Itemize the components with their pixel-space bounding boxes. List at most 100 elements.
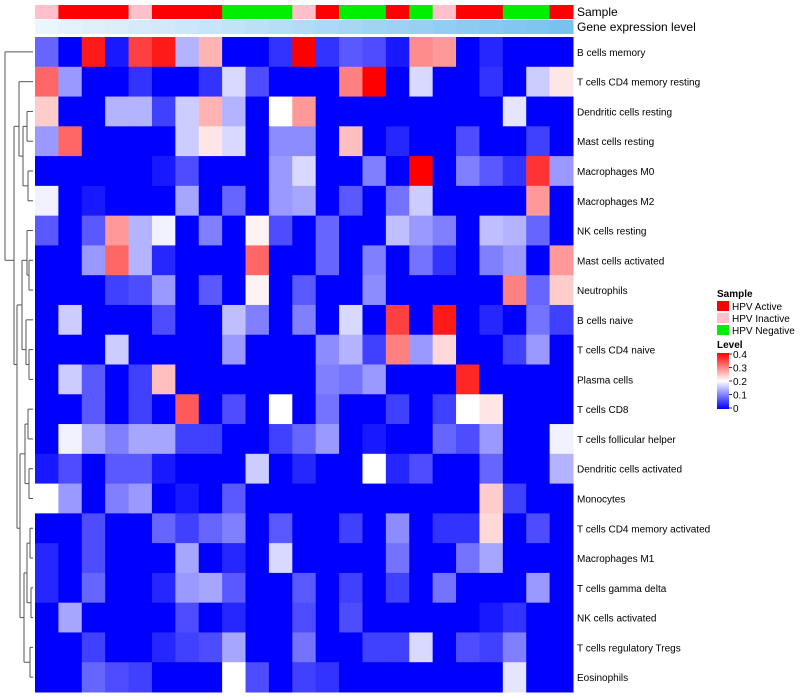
heatmap-cell <box>222 453 247 485</box>
heatmap-cell <box>151 156 176 187</box>
heatmap-cell <box>245 483 270 514</box>
heatmap-cell <box>362 364 387 395</box>
level-tick-label: 0.4 <box>733 350 747 361</box>
row-label: Eosinophils <box>577 673 628 684</box>
heatmap-cell <box>105 424 130 455</box>
heatmap-cell <box>292 66 317 98</box>
heatmap-cell <box>151 424 176 455</box>
heatmap-cell <box>268 66 293 98</box>
row-labels: B cells memory T cells CD4 memory resting… <box>577 48 710 684</box>
heatmap-cell <box>128 572 153 604</box>
sample-annotation-cell <box>58 5 83 19</box>
heatmap-cell <box>409 662 434 693</box>
heatmap-cell <box>549 453 574 485</box>
heatmap-cell <box>292 424 317 455</box>
sample-annotation-cell <box>268 5 293 19</box>
heatmap-cell <box>549 156 574 187</box>
sample-annotation-cell <box>362 5 387 19</box>
heatmap-cell <box>362 483 387 514</box>
level-tick-label: 0 <box>733 404 739 415</box>
heatmap-cell <box>292 364 317 395</box>
heatmap-cell <box>268 453 293 485</box>
row-label: T cells regulatory Tregs <box>577 643 681 654</box>
heatmap-cell <box>151 215 176 246</box>
heatmap-cell <box>58 453 83 485</box>
heatmap-cell <box>526 662 551 693</box>
sample-annotation-cell <box>35 5 59 19</box>
sample-legend-label: HPV Inactive <box>732 314 790 325</box>
heatmap-cell <box>35 275 59 306</box>
heatmap-cell <box>128 334 153 365</box>
heatmap-cell <box>385 453 410 485</box>
heatmap-cell <box>35 96 59 127</box>
heatmap-cell <box>81 245 106 276</box>
heatmap-cell <box>479 96 504 127</box>
row-label: Dendritic cells resting <box>577 107 672 118</box>
heatmap-cell <box>222 275 247 306</box>
heatmap-cell <box>549 513 574 544</box>
row-label: Neutrophils <box>577 286 628 297</box>
sample-annotation-cell <box>456 5 480 19</box>
heatmap-cell <box>456 245 480 276</box>
heatmap-cell <box>526 245 551 276</box>
heatmap-cell <box>549 662 574 693</box>
heatmap-cell <box>292 662 317 693</box>
sample-legend-label: HPV Negative <box>732 326 795 337</box>
heatmap-cell <box>549 364 574 395</box>
heatmap-cell <box>409 632 434 663</box>
heatmap-cell <box>502 96 527 127</box>
heatmap-cell <box>222 37 247 68</box>
sample-legend-label: HPV Active <box>732 302 782 313</box>
heatmap-cell <box>385 572 410 604</box>
heatmap-cell <box>315 572 340 604</box>
heatmap-cell <box>105 275 130 306</box>
heatmap-cell <box>526 215 551 246</box>
heatmap-cell <box>502 334 527 365</box>
heatmap-cell <box>549 66 574 98</box>
heatmap-cell <box>222 483 247 514</box>
heatmap-cell <box>385 483 410 514</box>
heatmap-cell <box>385 662 410 693</box>
heatmap-cell <box>198 126 223 157</box>
heatmap-cell <box>315 513 340 544</box>
heatmap-cell <box>81 334 106 365</box>
heatmap-cell <box>245 156 270 187</box>
heatmap-cell <box>456 126 480 157</box>
heatmap-cell <box>175 96 200 127</box>
heatmap-cell <box>245 602 270 633</box>
heatmap-cell <box>245 37 270 68</box>
heatmap-cell <box>339 632 363 663</box>
heatmap-cell <box>315 66 340 98</box>
heatmap-cell <box>128 453 153 485</box>
heatmap-cell <box>456 334 480 365</box>
heatmap-cell <box>526 424 551 455</box>
row-label: T cells CD4 memory activated <box>577 524 710 535</box>
heatmap-cell <box>105 364 130 395</box>
heatmap-cell <box>339 245 363 276</box>
heatmap-cell <box>35 304 59 336</box>
heatmap-cell <box>105 602 130 633</box>
heatmap-cell <box>128 513 153 544</box>
sample-legend-swatch <box>717 325 729 335</box>
gene-annotation-label: Gene expression level <box>577 20 696 34</box>
heatmap-cell <box>432 185 457 217</box>
heatmap-cell <box>526 602 551 633</box>
heatmap-cell <box>549 215 574 246</box>
heatmap-cell <box>385 96 410 127</box>
heatmap-cell <box>526 364 551 395</box>
heatmap-cell <box>526 304 551 336</box>
heatmap-cell <box>175 513 200 544</box>
heatmap-cell <box>268 572 293 604</box>
heatmap-cell <box>245 543 270 574</box>
heatmap-cell <box>128 245 153 276</box>
sample-annotation-cell <box>409 5 434 19</box>
heatmap-cell <box>409 245 434 276</box>
heatmap-cell <box>385 185 410 217</box>
heatmap-cell <box>362 572 387 604</box>
gene-annotation-cell <box>105 20 130 34</box>
heatmap-cell <box>432 602 457 633</box>
heatmap-cell <box>292 513 317 544</box>
heatmap-cell <box>526 37 551 68</box>
heatmap-cell <box>502 245 527 276</box>
heatmap-cell <box>385 245 410 276</box>
